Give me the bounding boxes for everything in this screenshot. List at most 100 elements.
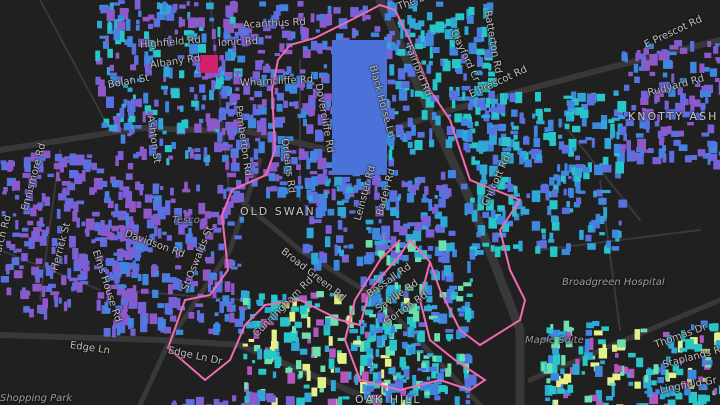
building [162,231,167,236]
building [520,206,526,214]
building [592,122,601,129]
building [545,189,550,201]
building [170,8,177,13]
building [70,240,76,246]
building [223,26,229,35]
building [292,297,297,307]
building [464,26,469,35]
building [395,210,400,219]
building [356,256,364,267]
building [636,50,641,54]
building [502,223,510,232]
building [114,203,119,215]
building [169,315,177,322]
building [390,326,395,334]
building [184,181,188,190]
building [535,108,543,117]
building [396,196,401,201]
building [41,193,46,203]
building [170,187,174,196]
building [442,60,451,72]
building [560,172,566,182]
building [468,374,477,386]
building [483,8,489,19]
building [476,31,482,39]
building [634,152,638,160]
building [364,331,369,339]
building [246,321,255,329]
building [118,0,125,4]
building [106,293,111,304]
road-broad-green-rd [237,197,483,405]
poi-label: Broadgreen Hospital [562,277,665,288]
building [598,347,608,359]
building [615,161,625,174]
building [130,64,137,71]
building [180,19,186,27]
building [205,158,209,166]
building [596,93,606,102]
building [297,113,307,119]
building [476,100,484,108]
building [715,57,720,61]
building [138,10,142,17]
building [615,169,621,179]
building [244,395,254,405]
building [455,13,465,21]
building-large [332,40,387,175]
building [221,59,226,71]
building [696,79,701,85]
building [700,103,706,110]
building [445,18,453,27]
building [203,154,211,163]
building [384,13,392,21]
building [128,317,134,328]
building [378,219,382,224]
building [115,38,122,45]
building [209,272,217,280]
building [294,185,304,189]
building [606,395,613,401]
building [613,90,619,96]
building [694,99,701,107]
building [270,185,277,191]
building [321,76,327,81]
building [152,183,159,195]
building [465,202,474,214]
building [456,96,466,101]
building [406,42,410,47]
building [494,248,501,258]
building [114,278,119,285]
building [137,301,147,314]
building [615,365,623,373]
building [240,290,248,302]
building [481,33,485,42]
building [324,323,329,331]
building [164,145,172,153]
building [679,347,688,352]
building [465,96,472,101]
building [397,193,402,199]
building [284,136,294,141]
building [106,9,115,22]
building [671,85,676,93]
building [581,118,587,127]
building [690,337,698,345]
building [628,381,634,386]
building [201,218,207,229]
building [664,100,669,110]
building [183,30,193,36]
building [1,162,9,171]
building [447,114,452,118]
building [699,89,704,98]
building [104,301,109,311]
building [264,307,273,313]
building [289,83,298,94]
building [393,324,402,330]
boundary-outline-inner [343,239,487,392]
building [715,43,720,47]
building [466,394,470,399]
building [560,368,565,375]
building [567,101,575,111]
